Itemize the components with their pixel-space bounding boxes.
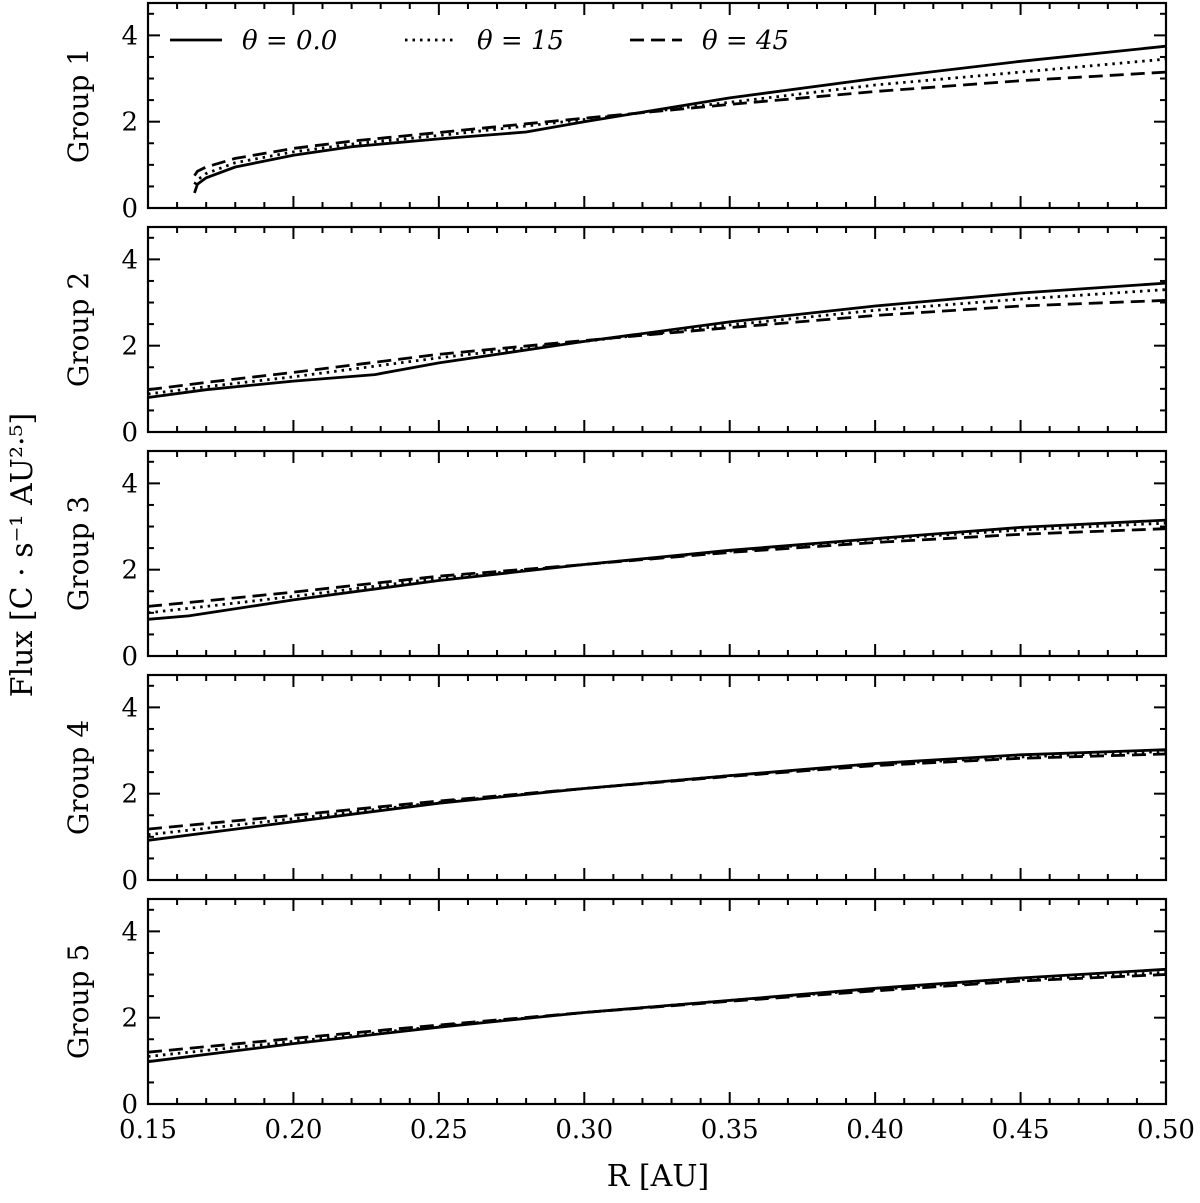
series-line-dashed: [147, 752, 1167, 831]
panel-label: Group 1: [62, 48, 95, 163]
legend-label: θ = 0.0: [242, 26, 337, 56]
x-tick-label: 0.30: [555, 1115, 613, 1145]
y-tick-label: 2: [121, 108, 138, 138]
y-tick-label: 2: [121, 332, 138, 362]
series-line-dashed: [147, 299, 1167, 392]
panel-frame: [146, 1, 1168, 210]
y-tick-label: 2: [121, 556, 138, 586]
y-tick-label: 4: [121, 21, 138, 51]
x-tick-label: 0.45: [992, 1115, 1050, 1145]
panel-frame: [146, 449, 1168, 658]
panel-group-3: 0 2 4 Group 3: [62, 449, 1168, 672]
y-tick-label: 0: [121, 642, 138, 672]
y-tick-label: 4: [121, 469, 138, 499]
series-line-solid: [147, 518, 1167, 621]
panel-group-2: 0 2 4 Group 2: [62, 225, 1168, 448]
y-tick-label: 0: [121, 194, 138, 224]
series-line-dashed: [147, 973, 1167, 1054]
panel-frame: [146, 225, 1168, 434]
x-tick-label: 0.15: [119, 1115, 177, 1145]
series-line-dashed: [193, 70, 1167, 177]
panel-frame: [146, 897, 1168, 1106]
y-tick-label: 0: [121, 866, 138, 896]
series-line-solid: [147, 748, 1167, 842]
panel-group-4: 0 2 4 Group 4: [62, 673, 1168, 896]
panel-group-5: 0 2 4 Group 5: [62, 897, 1168, 1120]
x-tick-label: 0.40: [846, 1115, 904, 1145]
x-tick-labels: 0.15 0.20 0.25 0.30 0.35 0.40 0.45 0.50: [119, 1115, 1195, 1145]
chart-legend: θ = 0.0 θ = 15 θ = 45: [170, 26, 789, 56]
panel-label: Group 4: [62, 720, 95, 835]
panel-label: Group 2: [62, 272, 95, 387]
series-line-dotted: [193, 57, 1167, 186]
legend-label: θ = 45: [702, 26, 789, 56]
chart-panels: 0 2 4 Group 1 0 2 4 Group 2 0 2 4 Group 3 0 2 4 Group 4…: [62, 1, 1168, 1120]
series-line-dashed: [147, 527, 1167, 608]
legend-label: θ = 15: [477, 26, 564, 56]
x-tick-label: 0.50: [1137, 1115, 1195, 1145]
y-tick-label: 0: [121, 1090, 138, 1120]
series-line-solid: [193, 44, 1167, 194]
series-line-solid: [147, 281, 1167, 399]
y-axis-title: Flux [C · s⁻¹ AU²·⁵]: [5, 413, 40, 698]
series-line-solid: [147, 967, 1167, 1064]
panel-group-1: 0 2 4 Group 1: [62, 1, 1168, 224]
panel-label: Group 5: [62, 944, 95, 1059]
series-line-dotted: [147, 750, 1167, 837]
y-tick-label: 4: [121, 693, 138, 723]
y-tick-label: 4: [121, 245, 138, 275]
x-tick-label: 0.35: [701, 1115, 759, 1145]
y-tick-label: 4: [121, 917, 138, 947]
panel-label: Group 3: [62, 496, 95, 611]
x-tick-label: 0.25: [410, 1115, 468, 1145]
y-tick-label: 0: [121, 418, 138, 448]
y-tick-label: 2: [121, 780, 138, 810]
x-axis-title: R [AU]: [607, 1159, 709, 1194]
y-tick-label: 2: [121, 1004, 138, 1034]
x-tick-label: 0.20: [264, 1115, 322, 1145]
panel-frame: [146, 673, 1168, 882]
